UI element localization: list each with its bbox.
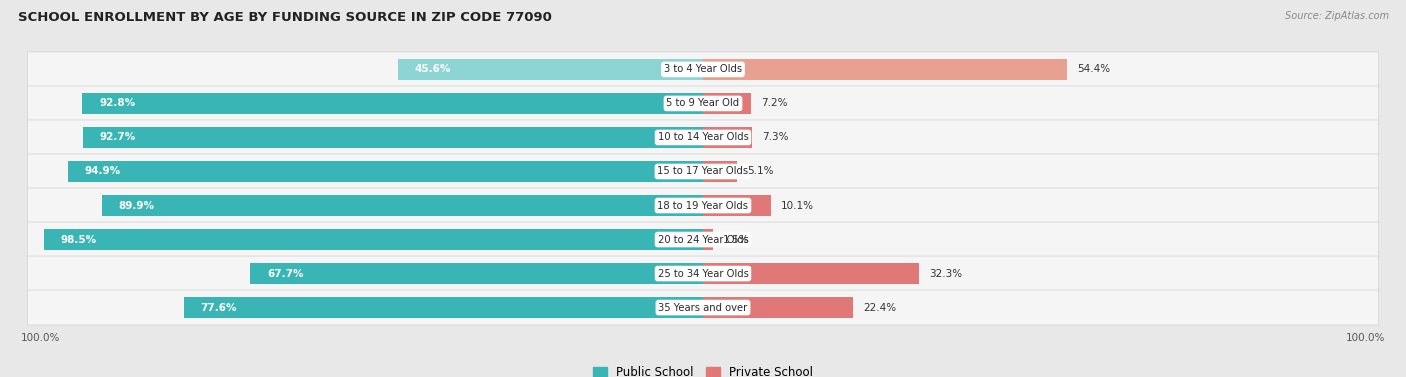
Text: 5.1%: 5.1% [747,167,773,176]
FancyBboxPatch shape [27,290,1379,325]
Bar [703,161,737,182]
FancyBboxPatch shape [27,86,1379,121]
FancyBboxPatch shape [27,222,1379,257]
Bar [69,161,703,182]
FancyBboxPatch shape [27,120,1379,155]
Text: 35 Years and over: 35 Years and over [658,303,748,313]
Text: 89.9%: 89.9% [118,201,155,210]
Bar [44,229,703,250]
Text: 7.3%: 7.3% [762,132,789,143]
Bar [250,263,703,284]
Bar [703,195,770,216]
Text: 1.5%: 1.5% [723,234,749,245]
Text: 98.5%: 98.5% [60,234,97,245]
Bar [703,93,751,114]
Bar [83,93,703,114]
Text: 100.0%: 100.0% [21,333,60,343]
FancyBboxPatch shape [27,154,1379,189]
Text: 92.7%: 92.7% [100,132,136,143]
Bar [83,127,703,148]
FancyBboxPatch shape [27,52,1379,87]
Bar [703,127,752,148]
Text: 5 to 9 Year Old: 5 to 9 Year Old [666,98,740,109]
Text: Source: ZipAtlas.com: Source: ZipAtlas.com [1285,11,1389,21]
Bar [703,263,920,284]
Bar [398,59,703,80]
Text: 22.4%: 22.4% [863,303,896,313]
Text: 67.7%: 67.7% [267,268,304,279]
Text: 20 to 24 Year Olds: 20 to 24 Year Olds [658,234,748,245]
Text: 10.1%: 10.1% [780,201,814,210]
Bar [703,229,713,250]
Text: 94.9%: 94.9% [84,167,121,176]
Text: 25 to 34 Year Olds: 25 to 34 Year Olds [658,268,748,279]
FancyBboxPatch shape [27,256,1379,291]
Text: 7.2%: 7.2% [761,98,787,109]
Bar [703,59,1067,80]
Text: 92.8%: 92.8% [98,98,135,109]
Text: 32.3%: 32.3% [929,268,962,279]
Bar [703,297,853,318]
Bar [101,195,703,216]
Text: SCHOOL ENROLLMENT BY AGE BY FUNDING SOURCE IN ZIP CODE 77090: SCHOOL ENROLLMENT BY AGE BY FUNDING SOUR… [18,11,553,24]
Text: 10 to 14 Year Olds: 10 to 14 Year Olds [658,132,748,143]
Text: 45.6%: 45.6% [415,64,451,74]
Text: 77.6%: 77.6% [201,303,238,313]
Text: 15 to 17 Year Olds: 15 to 17 Year Olds [658,167,748,176]
FancyBboxPatch shape [27,188,1379,223]
Legend: Public School, Private School: Public School, Private School [588,361,818,377]
Text: 100.0%: 100.0% [1346,333,1385,343]
Text: 3 to 4 Year Olds: 3 to 4 Year Olds [664,64,742,74]
Text: 54.4%: 54.4% [1077,64,1109,74]
Bar [184,297,703,318]
Text: 18 to 19 Year Olds: 18 to 19 Year Olds [658,201,748,210]
